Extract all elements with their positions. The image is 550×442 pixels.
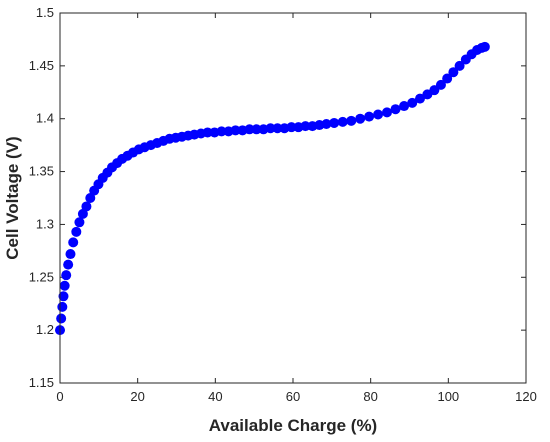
data-point xyxy=(272,123,283,134)
data-point xyxy=(74,217,85,228)
y-tick-label: 1.25 xyxy=(29,269,54,284)
data-point xyxy=(300,121,311,132)
x-tick-label: 0 xyxy=(56,389,63,404)
data-point xyxy=(442,73,453,84)
data-point xyxy=(244,124,255,135)
x-tick-label: 40 xyxy=(208,389,222,404)
y-axis-label: Cell Voltage (V) xyxy=(3,136,22,259)
data-point xyxy=(61,270,72,281)
data-point xyxy=(81,201,92,212)
y-tick-label: 1.15 xyxy=(29,375,54,390)
data-point xyxy=(58,291,69,302)
y-tick-label: 1.4 xyxy=(36,111,54,126)
plot-frame xyxy=(59,12,527,384)
data-point xyxy=(346,115,357,126)
data-point xyxy=(399,101,410,112)
data-point xyxy=(216,126,227,137)
data-point xyxy=(251,124,262,135)
data-point xyxy=(337,116,348,127)
data-point xyxy=(57,301,68,312)
data-point xyxy=(71,226,82,237)
data-point xyxy=(381,107,392,118)
ticks-layer: 0 20 40 60 80 100 120 1.15 1.2 1.25 1.3 1.35 1.4 1.45… xyxy=(29,5,537,404)
data-point xyxy=(286,122,297,133)
y-tick-label: 1.5 xyxy=(36,5,54,20)
data-point xyxy=(321,119,332,129)
data-point xyxy=(364,111,375,122)
x-tick-label: 20 xyxy=(130,389,144,404)
points-layer xyxy=(55,41,490,336)
y-tick-label: 1.45 xyxy=(29,58,54,73)
data-point xyxy=(265,123,276,134)
data-point xyxy=(63,259,74,270)
x-tick-label: 60 xyxy=(286,389,300,404)
data-point xyxy=(454,60,465,71)
x-tick-label: 100 xyxy=(437,389,459,404)
data-point xyxy=(65,249,76,260)
x-axis-label: Available Charge (%) xyxy=(209,416,377,435)
data-point xyxy=(202,127,213,138)
data-point xyxy=(77,208,88,219)
data-point xyxy=(68,237,79,248)
data-point xyxy=(373,109,384,120)
data-point xyxy=(390,104,401,115)
y-tick-label: 1.35 xyxy=(29,164,54,179)
x-tick-label: 120 xyxy=(515,389,537,404)
data-point xyxy=(56,313,67,324)
y-tick-label: 1.2 xyxy=(36,322,54,337)
data-point xyxy=(329,117,340,128)
data-point xyxy=(85,193,96,203)
x-tick-label: 80 xyxy=(363,389,377,404)
data-point xyxy=(230,125,241,136)
data-point xyxy=(435,79,446,90)
data-point xyxy=(355,113,366,124)
data-point xyxy=(414,93,425,104)
data-point xyxy=(59,280,70,291)
y-tick-label: 1.3 xyxy=(36,216,54,231)
data-point xyxy=(448,67,459,78)
data-point xyxy=(479,41,490,52)
data-point xyxy=(407,97,418,108)
